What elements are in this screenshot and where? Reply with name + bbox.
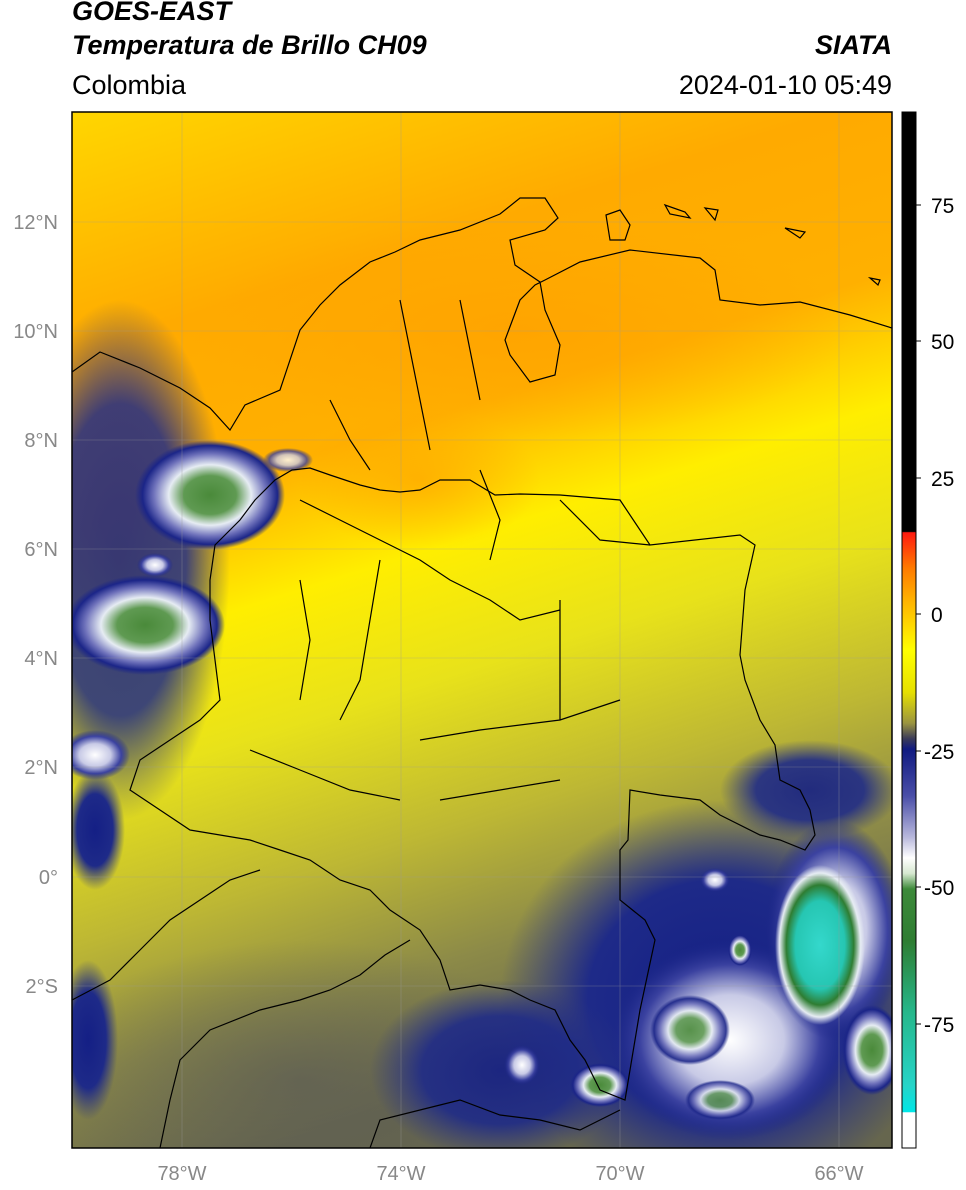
lat-tick: 10°N	[13, 321, 58, 343]
colorbar-scale	[901, 111, 917, 1149]
lat-tick: 12°N	[13, 212, 58, 234]
region-label: Colombia	[72, 70, 187, 100]
graticule	[72, 112, 892, 1148]
longitude-ticks: 78°W 74°W 70°W 66°W	[157, 1163, 863, 1185]
satellite-title: GOES-EAST	[72, 0, 232, 26]
colorbar-tick: 75	[931, 195, 954, 218]
colorbar-tick: 50	[931, 331, 954, 354]
lon-tick: 70°W	[595, 1163, 644, 1185]
colorbar-tick: 25	[931, 468, 954, 491]
lat-tick: 8°N	[24, 430, 58, 452]
colorbar: 75 50 25 0 -25 -50 -75	[901, 111, 954, 1149]
latitude-ticks: 12°N 10°N 8°N 6°N 4°N 2°N 0° 2°S	[13, 212, 58, 998]
lon-tick: 74°W	[376, 1163, 425, 1185]
datetime-label: 2024-01-10 05:49	[678, 70, 892, 100]
product-title: Temperatura de Brillo CH09	[72, 30, 427, 60]
colorbar-tick: 0	[931, 604, 943, 627]
colorbar-tick: -75	[924, 1014, 954, 1037]
internal-boundaries	[249, 299, 651, 801]
colorbar-tick: -50	[924, 877, 954, 900]
lat-tick: 0°	[39, 867, 58, 889]
lon-tick: 66°W	[814, 1163, 863, 1185]
agency-label: SIATA	[815, 30, 892, 60]
lat-tick: 4°N	[24, 648, 58, 670]
map-frame	[71, 111, 893, 1149]
islands	[605, 203, 881, 287]
lat-tick: 6°N	[24, 539, 58, 561]
lat-tick: 2°N	[24, 757, 58, 779]
brightness-temperature-field	[72, 112, 892, 1148]
southern-border	[72, 869, 621, 1148]
lat-tick: 2°S	[26, 976, 58, 998]
coastlines-and-borders	[72, 197, 892, 1148]
caribbean-coast	[72, 197, 892, 432]
colorbar-tick: -25	[924, 741, 954, 764]
colombia-border	[129, 467, 816, 1101]
lon-tick: 78°W	[157, 1163, 206, 1185]
